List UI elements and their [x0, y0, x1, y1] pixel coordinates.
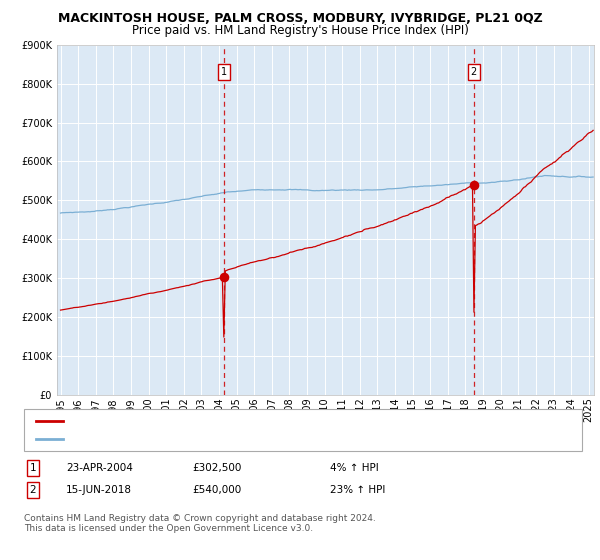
Point [469, 180, 478, 189]
Point [220, 273, 229, 282]
Text: HPI: Average price, detached house, South Hams: HPI: Average price, detached house, Sout… [69, 434, 325, 444]
Text: £540,000: £540,000 [192, 485, 241, 495]
Text: 1: 1 [29, 463, 37, 473]
Text: 2: 2 [29, 485, 37, 495]
Text: £302,500: £302,500 [192, 463, 241, 473]
Text: 1: 1 [221, 67, 227, 77]
Text: 4% ↑ HPI: 4% ↑ HPI [330, 463, 379, 473]
Text: Contains HM Land Registry data © Crown copyright and database right 2024.
This d: Contains HM Land Registry data © Crown c… [24, 514, 376, 534]
Text: 23-APR-2004: 23-APR-2004 [66, 463, 133, 473]
Text: 15-JUN-2018: 15-JUN-2018 [66, 485, 132, 495]
Text: 2: 2 [470, 67, 476, 77]
Text: Price paid vs. HM Land Registry's House Price Index (HPI): Price paid vs. HM Land Registry's House … [131, 24, 469, 37]
Text: MACKINTOSH HOUSE, PALM CROSS, MODBURY, IVYBRIDGE, PL21 0QZ: MACKINTOSH HOUSE, PALM CROSS, MODBURY, I… [58, 12, 542, 25]
Text: MACKINTOSH HOUSE, PALM CROSS, MODBURY, IVYBRIDGE, PL21 0QZ (detached house): MACKINTOSH HOUSE, PALM CROSS, MODBURY, I… [69, 416, 526, 426]
Text: 23% ↑ HPI: 23% ↑ HPI [330, 485, 385, 495]
